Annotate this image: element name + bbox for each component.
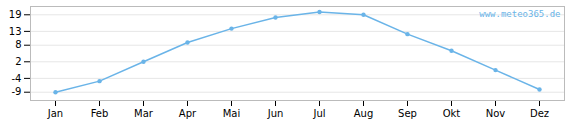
svg-text:-4: -4 [12, 73, 22, 84]
svg-text:Jan: Jan [47, 108, 63, 119]
svg-text:Aug: Aug [354, 108, 374, 119]
svg-text:Mar: Mar [134, 108, 154, 119]
svg-text:Jun: Jun [267, 108, 284, 119]
svg-text:Nov: Nov [486, 108, 506, 119]
svg-text:Okt: Okt [443, 108, 461, 119]
svg-text:Sep: Sep [398, 108, 417, 119]
svg-text:8: 8 [15, 39, 21, 50]
svg-text:Jul: Jul [312, 108, 325, 119]
svg-text:13: 13 [9, 26, 22, 37]
svg-text:2: 2 [15, 56, 21, 67]
svg-text:Dez: Dez [530, 108, 549, 119]
svg-text:Feb: Feb [91, 108, 109, 119]
svg-text:-9: -9 [12, 86, 22, 97]
svg-text:19: 19 [9, 9, 22, 20]
svg-text:www.meteo365.de: www.meteo365.de [479, 9, 560, 19]
svg-text:Mai: Mai [223, 108, 241, 119]
svg-text:Apr: Apr [179, 108, 197, 119]
